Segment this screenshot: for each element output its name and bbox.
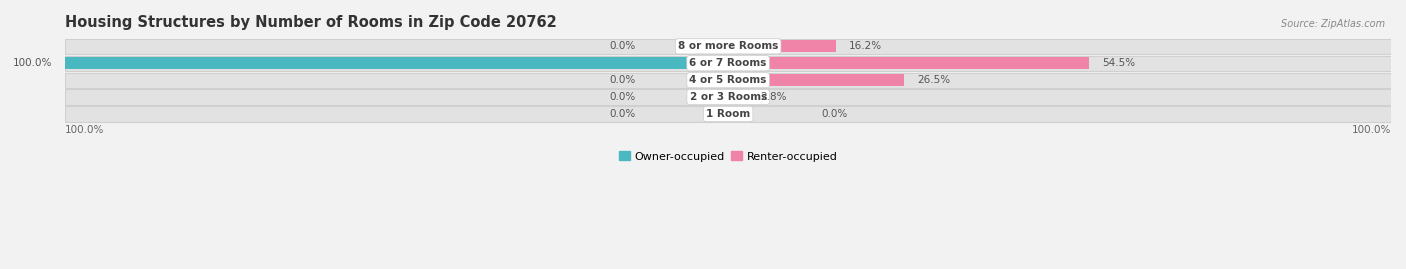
Text: 6 or 7 Rooms: 6 or 7 Rooms [689, 58, 766, 68]
Text: 0.0%: 0.0% [821, 109, 848, 119]
Text: Housing Structures by Number of Rooms in Zip Code 20762: Housing Structures by Number of Rooms in… [65, 15, 557, 30]
Text: 26.5%: 26.5% [917, 75, 950, 85]
Bar [65, 57, 728, 69]
Text: 0.0%: 0.0% [609, 75, 636, 85]
Bar [728, 57, 1090, 69]
Text: 54.5%: 54.5% [1102, 58, 1136, 68]
Text: 100.0%: 100.0% [1351, 125, 1391, 135]
Text: 0.0%: 0.0% [609, 92, 636, 102]
Text: 100.0%: 100.0% [13, 58, 52, 68]
Bar [65, 89, 1391, 105]
Text: 0.0%: 0.0% [609, 109, 636, 119]
Bar [65, 73, 1391, 88]
Text: 16.2%: 16.2% [849, 41, 882, 51]
Bar [65, 56, 1391, 71]
Text: 2 or 3 Rooms: 2 or 3 Rooms [689, 92, 766, 102]
Bar [65, 39, 1391, 54]
Text: 100.0%: 100.0% [65, 125, 104, 135]
Bar [65, 106, 1391, 122]
Text: 0.0%: 0.0% [609, 41, 636, 51]
Text: 4 or 5 Rooms: 4 or 5 Rooms [689, 75, 766, 85]
Legend: Owner-occupied, Renter-occupied: Owner-occupied, Renter-occupied [614, 147, 842, 166]
Text: 8 or more Rooms: 8 or more Rooms [678, 41, 779, 51]
Text: 1 Room: 1 Room [706, 109, 751, 119]
Text: Source: ZipAtlas.com: Source: ZipAtlas.com [1281, 19, 1385, 29]
Text: 2.8%: 2.8% [761, 92, 786, 102]
Bar [728, 91, 747, 103]
Bar [728, 74, 904, 86]
Bar [728, 40, 835, 52]
